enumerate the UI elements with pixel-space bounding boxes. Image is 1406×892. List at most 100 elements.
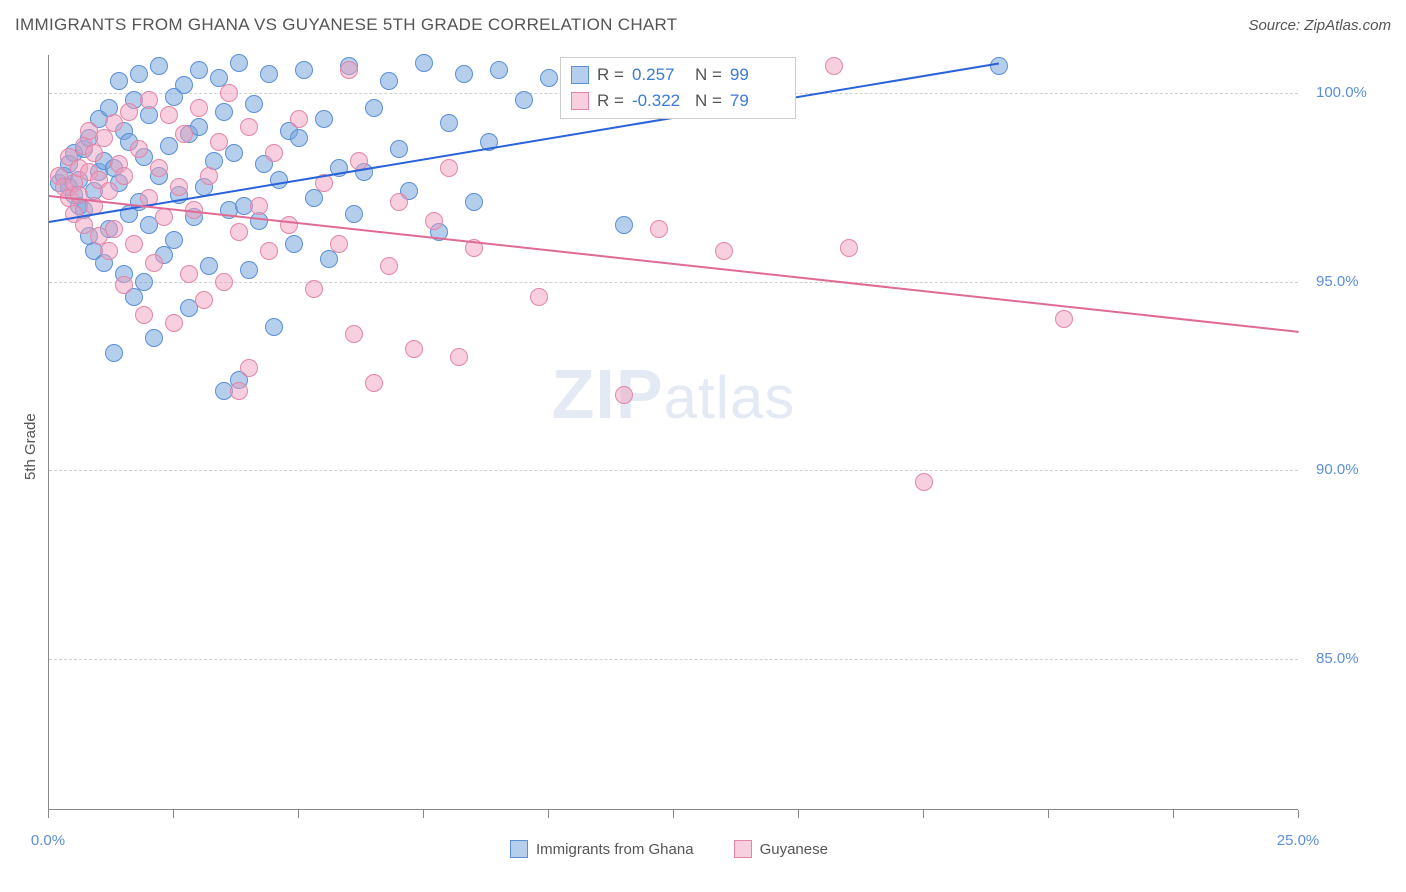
- scatter-point: [615, 216, 633, 234]
- x-tick: [1048, 810, 1049, 818]
- scatter-point: [1055, 310, 1073, 328]
- scatter-point: [175, 125, 193, 143]
- scatter-point: [915, 473, 933, 491]
- scatter-point: [115, 276, 133, 294]
- scatter-point: [190, 61, 208, 79]
- chart-legend: Immigrants from Ghana Guyanese: [510, 840, 828, 858]
- scatter-point: [265, 144, 283, 162]
- series-swatch: [571, 66, 589, 84]
- scatter-point: [225, 144, 243, 162]
- x-tick: [298, 810, 299, 818]
- stat-r-label: R =: [597, 65, 624, 85]
- x-tick: [423, 810, 424, 818]
- scatter-point: [110, 72, 128, 90]
- scatter-point: [115, 167, 133, 185]
- x-tick: [1173, 810, 1174, 818]
- scatter-point: [150, 159, 168, 177]
- legend-item: Immigrants from Ghana: [510, 840, 694, 858]
- x-tick: [1298, 810, 1299, 818]
- scatter-point: [320, 250, 338, 268]
- scatter-point: [345, 205, 363, 223]
- scatter-point: [230, 54, 248, 72]
- scatter-point: [260, 65, 278, 83]
- scatter-point: [315, 110, 333, 128]
- scatter-point: [450, 348, 468, 366]
- scatter-point: [490, 61, 508, 79]
- stat-n-value: 79: [730, 91, 785, 111]
- gridline: [49, 659, 1298, 660]
- scatter-point: [105, 220, 123, 238]
- legend-item: Guyanese: [734, 840, 828, 858]
- legend-label: Guyanese: [760, 841, 828, 858]
- x-tick: [48, 810, 49, 818]
- scatter-point: [190, 99, 208, 117]
- x-tick: [548, 810, 549, 818]
- scatter-point: [165, 231, 183, 249]
- scatter-point: [145, 254, 163, 272]
- scatter-point: [715, 242, 733, 260]
- scatter-point: [390, 193, 408, 211]
- y-tick-label: 90.0%: [1316, 461, 1359, 478]
- scatter-point: [105, 114, 123, 132]
- chart-header: IMMIGRANTS FROM GHANA VS GUYANESE 5TH GR…: [15, 15, 1391, 35]
- scatter-point: [295, 61, 313, 79]
- stats-row: R =0.257N =99: [571, 62, 785, 88]
- series-swatch: [571, 92, 589, 110]
- scatter-point: [250, 197, 268, 215]
- stat-r-value: 0.257: [632, 65, 687, 85]
- scatter-point: [265, 318, 283, 336]
- stat-n-label: N =: [695, 65, 722, 85]
- scatter-point: [200, 257, 218, 275]
- scatter-point: [365, 99, 383, 117]
- scatter-point: [415, 54, 433, 72]
- scatter-point: [305, 189, 323, 207]
- gridline: [49, 282, 1298, 283]
- scatter-point: [350, 152, 368, 170]
- scatter-point: [530, 288, 548, 306]
- source-label: Source: ZipAtlas.com: [1248, 17, 1391, 34]
- scatter-point: [130, 140, 148, 158]
- scatter-point: [825, 57, 843, 75]
- correlation-stats-box: R =0.257N =99R =-0.322N =79: [560, 57, 796, 119]
- legend-label: Immigrants from Ghana: [536, 841, 694, 858]
- x-tick: [923, 810, 924, 818]
- scatter-point: [135, 306, 153, 324]
- scatter-point: [455, 65, 473, 83]
- x-tick: [673, 810, 674, 818]
- scatter-point: [280, 216, 298, 234]
- plot-area: ZIPatlas: [48, 55, 1298, 810]
- stat-r-label: R =: [597, 91, 624, 111]
- x-tick-label: 25.0%: [1277, 832, 1320, 849]
- scatter-point: [165, 314, 183, 332]
- scatter-point: [330, 235, 348, 253]
- y-tick-label: 95.0%: [1316, 273, 1359, 290]
- scatter-point: [140, 91, 158, 109]
- stat-n-label: N =: [695, 91, 722, 111]
- scatter-point: [440, 159, 458, 177]
- gridline: [49, 470, 1298, 471]
- scatter-point: [100, 182, 118, 200]
- y-tick-label: 85.0%: [1316, 650, 1359, 667]
- scatter-point: [425, 212, 443, 230]
- scatter-point: [100, 242, 118, 260]
- scatter-point: [290, 129, 308, 147]
- scatter-point: [210, 133, 228, 151]
- scatter-point: [615, 386, 633, 404]
- scatter-point: [155, 208, 173, 226]
- scatter-point: [540, 69, 558, 87]
- scatter-point: [285, 235, 303, 253]
- scatter-point: [515, 91, 533, 109]
- scatter-point: [130, 65, 148, 83]
- scatter-point: [260, 242, 278, 260]
- scatter-point: [305, 280, 323, 298]
- scatter-point: [175, 76, 193, 94]
- scatter-point: [200, 167, 218, 185]
- scatter-point: [245, 95, 263, 113]
- y-axis-label: 5th Grade: [22, 413, 39, 480]
- scatter-point: [230, 382, 248, 400]
- stats-row: R =-0.322N =79: [571, 88, 785, 114]
- x-tick-label: 0.0%: [31, 832, 65, 849]
- scatter-point: [390, 140, 408, 158]
- scatter-point: [215, 103, 233, 121]
- scatter-point: [215, 273, 233, 291]
